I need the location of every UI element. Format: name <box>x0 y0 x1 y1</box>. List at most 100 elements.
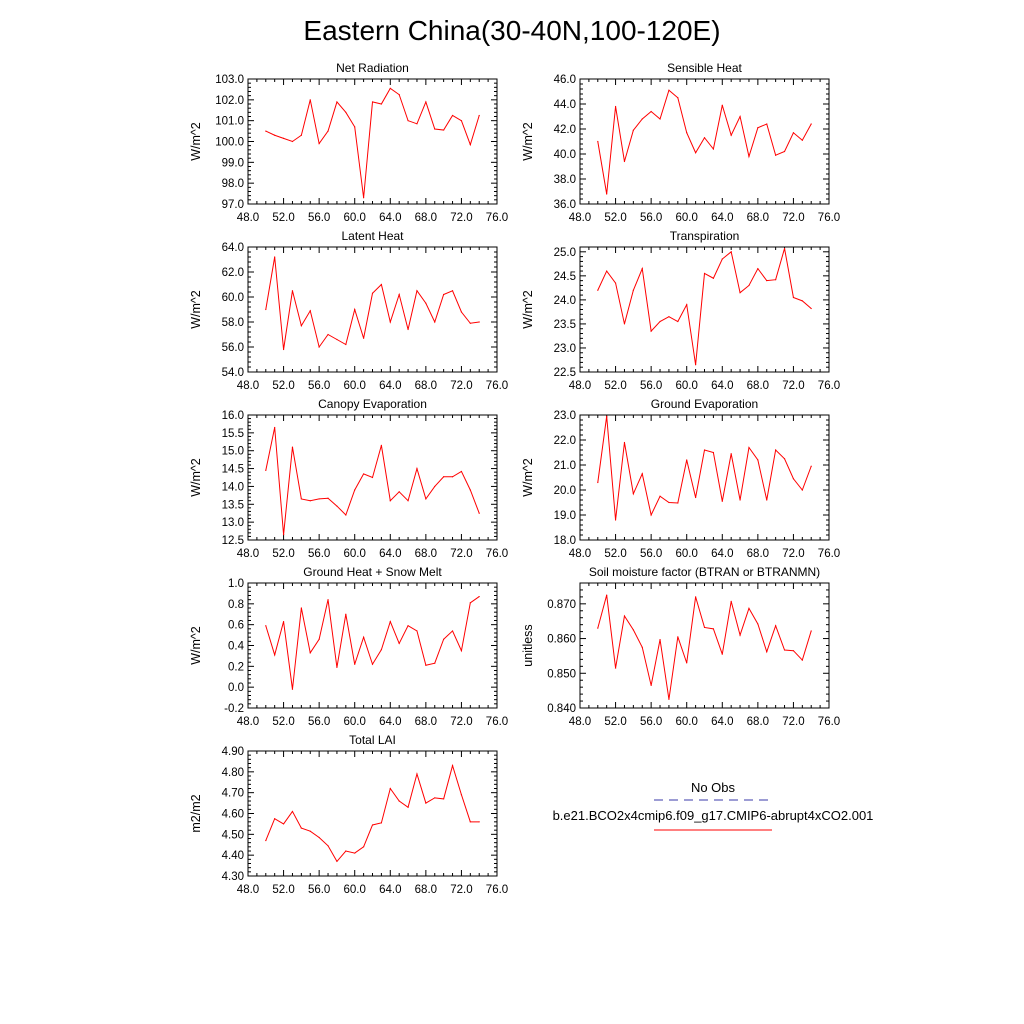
x-tick-label: 48.0 <box>237 884 259 896</box>
data-point <box>434 485 436 488</box>
y-tick-label: 58.0 <box>222 317 244 329</box>
data-point <box>783 649 786 651</box>
data-point <box>757 127 759 129</box>
data-point <box>730 251 732 253</box>
y-tick-label: 20.0 <box>554 485 576 497</box>
x-tick-label: 60.0 <box>344 884 366 896</box>
x-tick-label: 72.0 <box>450 548 472 560</box>
data-point <box>425 498 427 500</box>
data-point <box>721 104 723 106</box>
data-point <box>451 114 454 117</box>
data-point <box>434 662 436 664</box>
y-tick-label: 46.0 <box>554 74 576 86</box>
data-point <box>478 321 480 323</box>
y-tick-label: 56.0 <box>222 342 244 354</box>
data-point <box>677 502 679 504</box>
data-point <box>460 470 463 473</box>
panel-title: Sensible Heat <box>667 61 742 75</box>
y-tick-label: 0.2 <box>228 661 244 673</box>
data-point <box>389 87 391 89</box>
x-tick-label: 56.0 <box>308 884 330 896</box>
data-point <box>336 505 338 507</box>
data-point <box>739 499 741 501</box>
y-tick-label: 0.850 <box>547 668 576 680</box>
data-point <box>606 193 608 195</box>
data-point <box>703 626 706 629</box>
data-point <box>443 129 445 131</box>
x-tick-label: 56.0 <box>308 212 330 224</box>
data-point <box>407 625 409 627</box>
data-point <box>695 596 697 598</box>
data-point <box>274 818 276 820</box>
x-tick-label: 64.0 <box>711 548 733 560</box>
data-point <box>371 824 374 826</box>
data-point <box>336 666 338 668</box>
data-point <box>469 144 471 146</box>
x-tick-label: 48.0 <box>569 716 591 728</box>
data-point <box>469 322 471 324</box>
data-point <box>460 120 463 122</box>
data-point <box>318 836 320 839</box>
data-point <box>389 787 391 790</box>
x-tick-label: 64.0 <box>379 716 401 728</box>
data-point <box>801 139 803 141</box>
data-point <box>659 638 661 641</box>
data-point <box>282 137 285 139</box>
data-point <box>686 662 688 664</box>
data-point <box>380 649 382 651</box>
data-point <box>336 338 338 341</box>
data-point <box>766 123 768 125</box>
x-tick-label: 76.0 <box>486 716 508 728</box>
panel-3: Latent Heat 48.0 52.0 56.0 60.0 64.0 68.0 72.0 7… <box>189 229 508 392</box>
data-point <box>757 459 759 461</box>
data-point <box>318 638 320 640</box>
x-tick-label: 48.0 <box>237 716 259 728</box>
x-tick-label: 48.0 <box>569 212 591 224</box>
y-tick-label: 103.0 <box>215 74 244 86</box>
x-tick-label: 76.0 <box>818 380 840 392</box>
x-tick-label: 60.0 <box>344 212 366 224</box>
data-point <box>291 290 294 292</box>
data-point <box>345 514 347 516</box>
data-point <box>371 292 374 294</box>
x-tick-label: 72.0 <box>782 716 804 728</box>
data-point <box>650 110 652 113</box>
data-point <box>451 764 454 767</box>
data-point <box>336 101 338 103</box>
data-point <box>291 688 294 690</box>
data-point <box>354 489 356 491</box>
data-point <box>623 160 626 163</box>
data-point <box>632 289 634 291</box>
data-point <box>623 615 626 617</box>
x-tick-label: 52.0 <box>604 716 626 728</box>
y-tick-label: 0.8 <box>228 599 244 611</box>
x-tick-label: 76.0 <box>818 212 840 224</box>
data-point <box>478 821 480 823</box>
data-point <box>327 333 329 336</box>
y-tick-label: 40.0 <box>554 149 576 161</box>
x-tick-label: 64.0 <box>379 548 401 560</box>
data-point <box>606 415 608 417</box>
legend: No Obs b.e21.BCO2x4cmip6.f09_g17.CMIP6-a… <box>553 780 873 831</box>
data-point <box>380 444 382 446</box>
data-point <box>354 308 356 311</box>
x-tick-label: 76.0 <box>818 716 840 728</box>
data-point <box>703 449 706 451</box>
y-axis-label: unitless <box>521 624 535 666</box>
y-tick-label: 22.0 <box>554 435 576 447</box>
data-point <box>730 134 732 136</box>
data-point <box>318 142 320 145</box>
y-tick-label: 4.50 <box>222 829 244 841</box>
x-tick-label: 56.0 <box>308 716 330 728</box>
data-point <box>668 316 670 318</box>
data-point <box>695 496 697 499</box>
data-point <box>291 140 294 143</box>
x-tick-label: 56.0 <box>308 548 330 560</box>
x-tick-label: 68.0 <box>747 716 769 728</box>
data-point <box>345 613 347 615</box>
data-point <box>712 451 714 454</box>
x-tick-label: 68.0 <box>415 548 437 560</box>
data-point <box>766 651 768 653</box>
x-tick-label: 60.0 <box>676 716 698 728</box>
